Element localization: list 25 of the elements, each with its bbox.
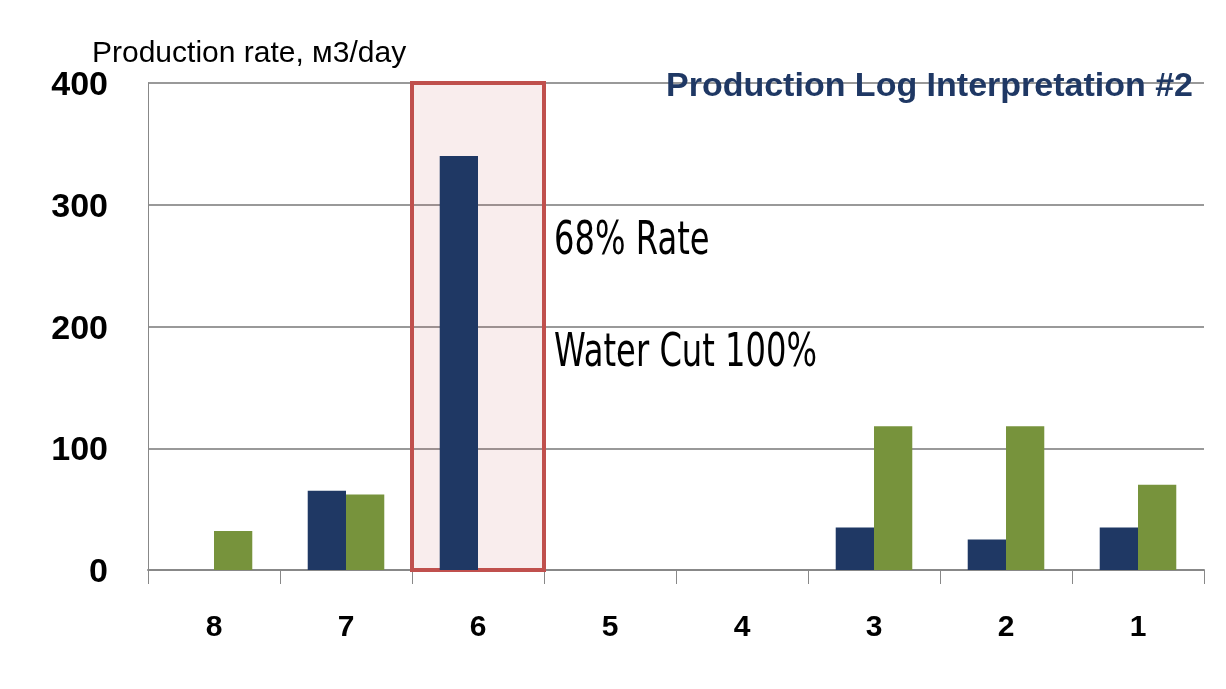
y-tick-label: 200 <box>51 307 108 346</box>
bar <box>307 490 346 570</box>
x-tick-label: 5 <box>601 608 619 642</box>
x-tick-label: 3 <box>865 608 883 642</box>
bar <box>1006 426 1045 570</box>
y-tick-label: 300 <box>51 185 108 224</box>
x-tick-label: 2 <box>997 608 1015 642</box>
chart-title: Production Log Interpretation #2 <box>665 65 1194 103</box>
x-tick-label: 7 <box>337 608 355 642</box>
bar <box>1138 484 1177 570</box>
bar <box>835 527 874 570</box>
bar <box>439 156 478 570</box>
x-tick-label: 8 <box>205 608 223 642</box>
x-tick-label: 6 <box>469 608 487 642</box>
y-tick-label: 100 <box>51 429 108 468</box>
x-tick-label: 4 <box>733 608 751 642</box>
bar <box>1099 527 1138 570</box>
annotation: 68% Rate <box>554 211 710 265</box>
annotation: Water Cut 100% <box>554 323 818 377</box>
y-tick-label: 0 <box>89 551 108 589</box>
bar <box>346 494 385 570</box>
bar <box>874 426 913 570</box>
x-tick-label: 1 <box>1129 608 1147 642</box>
bar <box>214 531 253 570</box>
bar <box>967 539 1006 570</box>
